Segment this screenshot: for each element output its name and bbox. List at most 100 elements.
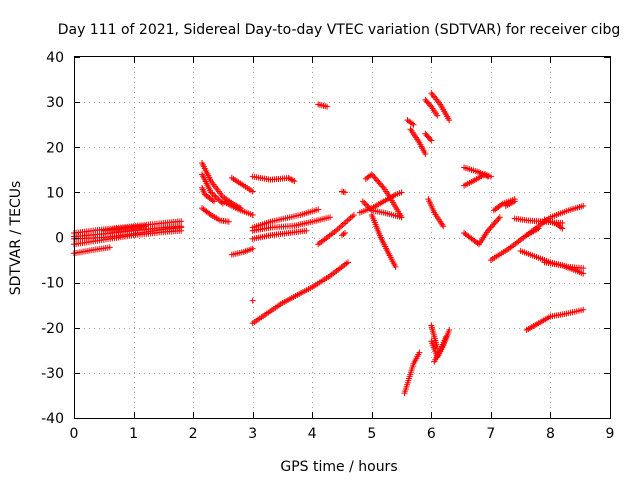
y-tick-label: 30 bbox=[46, 95, 64, 111]
data-point bbox=[498, 201, 505, 208]
data-track bbox=[339, 229, 348, 239]
data-point bbox=[511, 198, 518, 205]
x-tick-label: 5 bbox=[367, 426, 376, 442]
data-track bbox=[249, 259, 351, 327]
data-point bbox=[341, 229, 348, 236]
data-point bbox=[249, 297, 256, 304]
data-track bbox=[315, 101, 331, 110]
data-track bbox=[461, 171, 494, 189]
data-track bbox=[339, 188, 348, 196]
data-track bbox=[425, 196, 447, 230]
y-axis-label: SDTVAR / TECUs bbox=[8, 181, 24, 296]
data-point bbox=[178, 227, 185, 234]
data-point bbox=[580, 202, 587, 209]
data-point bbox=[398, 189, 405, 196]
data-point bbox=[209, 197, 216, 204]
data-track bbox=[219, 198, 256, 218]
y-tick-label: 10 bbox=[46, 185, 64, 201]
data-point bbox=[422, 151, 429, 158]
data-track bbox=[541, 216, 566, 232]
data-point bbox=[225, 218, 232, 225]
y-tick-label: 0 bbox=[55, 231, 64, 247]
x-tick-label: 8 bbox=[546, 426, 555, 442]
axis-ticks bbox=[74, 57, 611, 419]
data-point bbox=[440, 223, 447, 230]
data-point bbox=[213, 195, 220, 202]
data-point bbox=[215, 196, 222, 203]
data-point bbox=[210, 198, 217, 205]
data-point bbox=[370, 172, 377, 179]
data-point bbox=[142, 223, 149, 230]
data-point bbox=[487, 173, 494, 180]
data-point bbox=[359, 198, 366, 205]
data-point bbox=[350, 211, 357, 218]
y-tick-label: -10 bbox=[41, 276, 64, 292]
y-tick-label: 40 bbox=[46, 50, 64, 66]
data-point bbox=[427, 136, 434, 143]
data-point bbox=[446, 327, 453, 334]
data-track bbox=[401, 349, 423, 397]
data-point bbox=[288, 176, 295, 183]
data-track bbox=[368, 211, 399, 270]
data-point bbox=[580, 306, 587, 313]
data-point bbox=[249, 211, 256, 218]
grid bbox=[74, 57, 610, 418]
data-point bbox=[488, 223, 495, 230]
data-point bbox=[434, 112, 441, 119]
data-point bbox=[344, 259, 351, 266]
data-point bbox=[315, 206, 322, 213]
data-point bbox=[491, 220, 498, 227]
data-track bbox=[502, 198, 518, 209]
data-point bbox=[378, 181, 385, 188]
data-track bbox=[249, 173, 298, 185]
data-track bbox=[228, 174, 256, 195]
data-point bbox=[410, 121, 417, 128]
data-point bbox=[362, 201, 369, 208]
data-point bbox=[327, 214, 334, 221]
data-point bbox=[206, 210, 213, 217]
data-point bbox=[427, 102, 434, 109]
data-point bbox=[207, 189, 214, 196]
data-track bbox=[428, 90, 453, 124]
data-point bbox=[495, 215, 502, 222]
data-track bbox=[315, 211, 357, 248]
data-point bbox=[580, 265, 587, 272]
data-point bbox=[446, 117, 453, 124]
data-point bbox=[557, 224, 564, 231]
data-point bbox=[324, 103, 331, 110]
data-track bbox=[404, 117, 417, 128]
y-tick-label: -40 bbox=[41, 411, 64, 427]
data-track bbox=[199, 184, 217, 205]
data-point bbox=[212, 193, 219, 200]
data-points bbox=[71, 90, 587, 397]
x-tick-label: 6 bbox=[427, 426, 436, 442]
data-track bbox=[359, 198, 405, 221]
x-tick-label: 9 bbox=[606, 426, 615, 442]
data-point bbox=[376, 180, 383, 187]
plot-frame bbox=[74, 56, 611, 419]
data-point bbox=[392, 263, 399, 270]
data-track bbox=[490, 196, 518, 214]
data-point bbox=[340, 231, 347, 238]
data-track bbox=[461, 214, 503, 248]
y-tick-label: -20 bbox=[41, 321, 64, 337]
data-point bbox=[559, 225, 566, 232]
data-point bbox=[494, 217, 501, 224]
data-point bbox=[210, 192, 217, 199]
data-track bbox=[362, 171, 405, 221]
x-tick-label: 3 bbox=[248, 426, 257, 442]
data-track bbox=[428, 322, 441, 352]
x-tick-label: 0 bbox=[70, 426, 79, 442]
data-point bbox=[408, 120, 415, 127]
y-tick-label: -30 bbox=[41, 366, 64, 382]
data-point bbox=[209, 190, 216, 197]
data-point bbox=[443, 333, 450, 340]
data-track bbox=[422, 96, 441, 119]
data-point bbox=[106, 244, 113, 251]
data-point bbox=[374, 177, 381, 184]
data-point bbox=[416, 349, 423, 356]
data-track bbox=[249, 214, 334, 234]
data-track bbox=[100, 223, 149, 234]
data-track bbox=[523, 202, 587, 239]
data-point bbox=[291, 178, 298, 185]
